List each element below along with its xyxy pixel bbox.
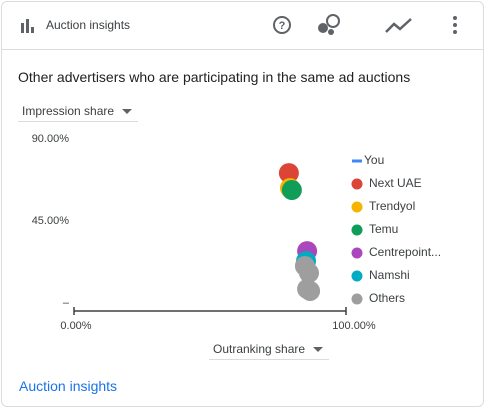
legend-label: Temu bbox=[369, 222, 398, 236]
legend-marker bbox=[351, 293, 363, 305]
footer-link[interactable]: Auction insights bbox=[19, 378, 118, 394]
point bbox=[278, 163, 299, 184]
legend-marker bbox=[351, 178, 363, 190]
bubble-view-icon[interactable] bbox=[316, 12, 344, 38]
svg-text:?: ? bbox=[279, 20, 286, 32]
y-tick-label: 90.00% bbox=[32, 133, 70, 145]
bar-chart-icon bbox=[21, 19, 34, 33]
legend-label: Next UAE bbox=[369, 176, 422, 190]
x-tick-label: 100.00% bbox=[332, 320, 376, 332]
x-selector[interactable]: Outranking share bbox=[209, 342, 329, 360]
point bbox=[281, 180, 302, 201]
legend-marker bbox=[351, 247, 363, 259]
help-icon[interactable]: ? bbox=[272, 15, 292, 35]
x-selector-label: Outranking share bbox=[213, 342, 306, 356]
legend-marker bbox=[351, 201, 363, 213]
legend-marker bbox=[351, 224, 363, 236]
legend-label: Others bbox=[369, 291, 405, 305]
more-icon[interactable] bbox=[450, 15, 460, 37]
legend-label: Trendyol bbox=[369, 199, 415, 213]
y-tick-label: – bbox=[63, 297, 70, 309]
x-tick-label: 0.00% bbox=[60, 320, 91, 332]
legend-label: You bbox=[364, 153, 384, 167]
legend-label: Centrepoint... bbox=[369, 245, 441, 259]
point bbox=[300, 280, 321, 301]
y-selector-label: Impression share bbox=[22, 104, 115, 118]
point bbox=[299, 262, 320, 283]
trend-icon[interactable] bbox=[384, 16, 414, 36]
y-selector[interactable]: Impression share bbox=[18, 104, 138, 122]
chart: – 45.00% 90.00% 0.00% 100.00% You Next UAE Tren… bbox=[32, 133, 441, 332]
header-title: Auction insights bbox=[46, 18, 131, 32]
header: Auction insights ? bbox=[2, 2, 483, 50]
y-tick-label: 45.00% bbox=[32, 215, 70, 227]
legend-label: Namshi bbox=[369, 268, 410, 282]
subtitle: Other advertisers who are participating … bbox=[18, 69, 411, 85]
legend-marker bbox=[351, 270, 363, 282]
